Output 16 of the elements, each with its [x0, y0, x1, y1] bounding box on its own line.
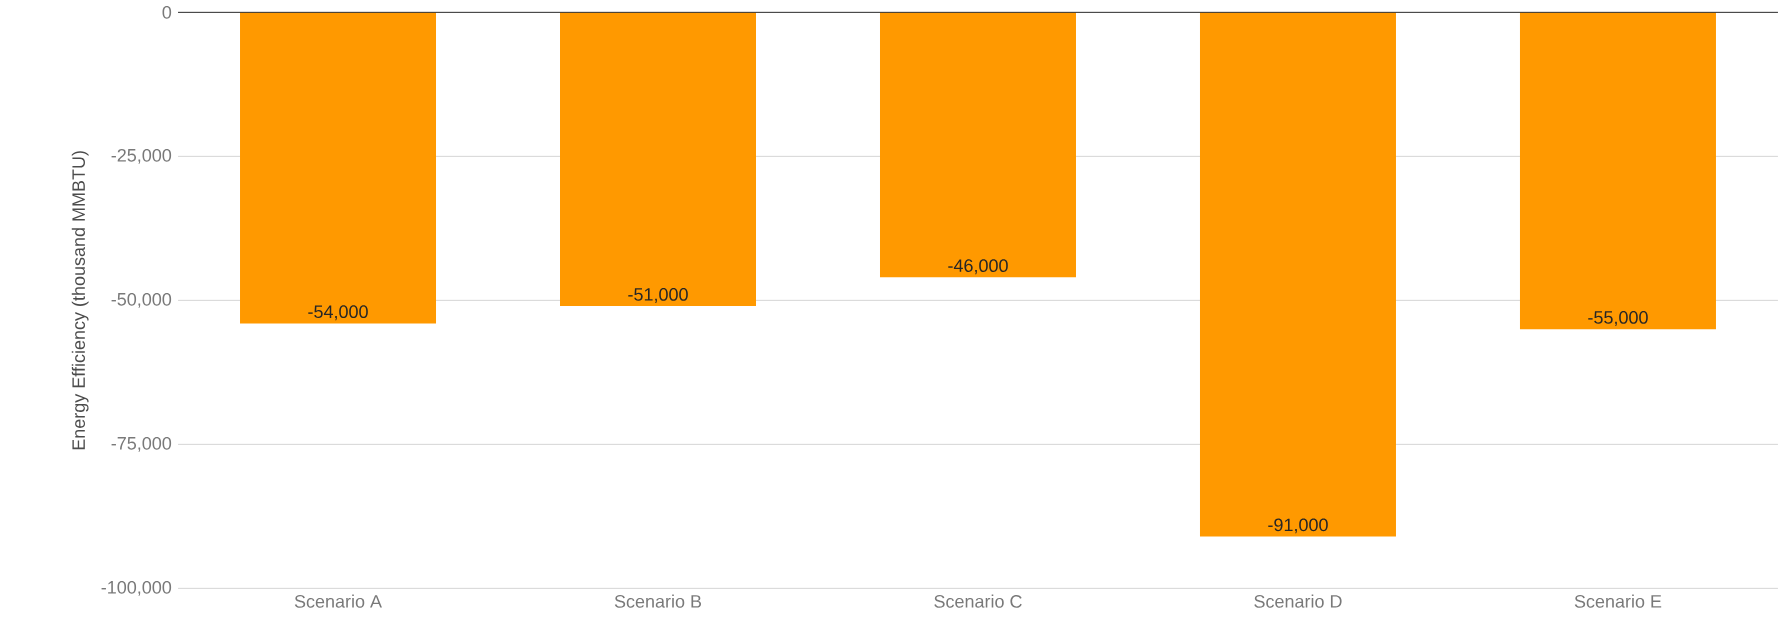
y-tick-label: -50,000: [111, 292, 172, 308]
y-tick-label: -25,000: [111, 148, 172, 164]
x-tick-label: Scenario A: [294, 594, 382, 608]
data-label: -91,000: [1268, 518, 1328, 534]
data-label: -51,000: [628, 287, 688, 303]
x-tick-label: Scenario C: [934, 594, 1022, 608]
data-label: -55,000: [1588, 310, 1648, 326]
y-tick-label: -75,000: [111, 436, 172, 452]
y-tick-label: 0: [162, 5, 172, 19]
x-tick-label: Scenario E: [1574, 594, 1662, 608]
x-tick-label: Scenario D: [1254, 594, 1342, 608]
y-axis-title: Energy Efficiency (thousand MMBTU): [71, 150, 89, 450]
x-tick-label: Scenario B: [614, 594, 702, 608]
data-label: -54,000: [308, 305, 368, 321]
data-label: -46,000: [948, 259, 1008, 274]
y-tick-label: -100,000: [101, 580, 172, 596]
